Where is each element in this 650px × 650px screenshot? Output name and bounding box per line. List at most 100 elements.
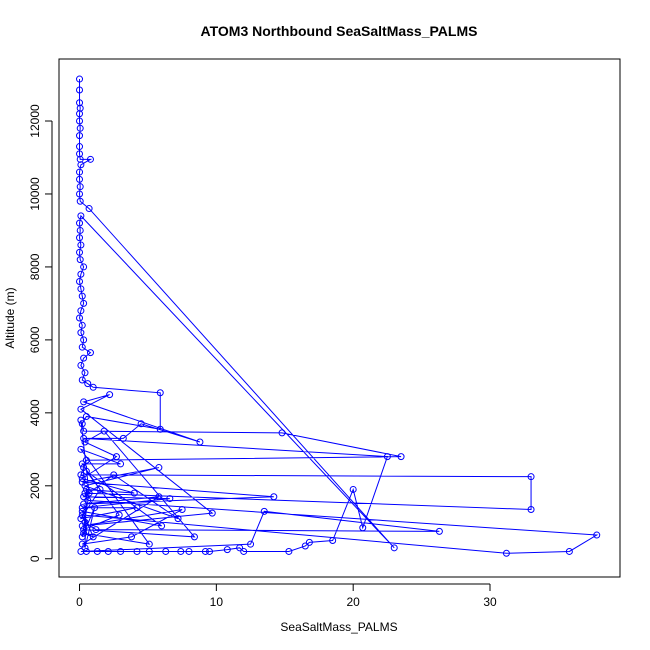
data-point — [435, 527, 443, 535]
data-point — [81, 489, 89, 497]
data-point — [270, 493, 278, 501]
data-point — [80, 263, 88, 271]
data-point — [76, 190, 84, 198]
data-point — [174, 515, 182, 523]
data-point — [80, 526, 88, 534]
data-point — [104, 547, 112, 555]
data-point — [81, 438, 89, 446]
data-point — [80, 529, 88, 537]
data-point — [119, 434, 127, 442]
data-point — [593, 531, 601, 539]
data-point — [76, 278, 84, 286]
data-point — [158, 522, 166, 530]
data-point — [115, 511, 123, 519]
data-point — [155, 464, 163, 472]
data-point — [383, 453, 391, 461]
data-point — [77, 241, 85, 249]
data-point — [390, 544, 398, 552]
data-point — [106, 391, 114, 399]
data-point — [155, 493, 163, 501]
data-point — [81, 544, 89, 552]
data-point — [92, 526, 100, 534]
data-point — [91, 504, 99, 512]
data-point — [76, 183, 84, 191]
data-point — [77, 161, 85, 169]
data-point — [301, 542, 309, 550]
data-point — [77, 270, 85, 278]
data-point — [349, 485, 357, 493]
data-point — [89, 533, 97, 541]
data-point — [128, 533, 136, 541]
data-point — [77, 416, 85, 424]
data-point — [80, 354, 88, 362]
data-point — [77, 329, 85, 337]
data-point — [178, 506, 186, 514]
data-point — [84, 496, 92, 504]
x-tick-label: 30 — [483, 595, 497, 609]
data-point — [565, 547, 573, 555]
data-point — [76, 75, 84, 83]
x-axis: 0 10 20 30 — [76, 583, 497, 609]
data-point — [359, 524, 367, 532]
data-point — [93, 547, 101, 555]
data-point — [240, 547, 248, 555]
data-point — [78, 507, 86, 515]
x-tick-label: 10 — [210, 595, 224, 609]
data-point — [260, 507, 268, 515]
data-point — [76, 117, 84, 125]
data-point — [78, 321, 86, 329]
y-axis: 0 2000 4000 6000 8000 10000 12000 — [28, 104, 53, 562]
data-point — [206, 547, 214, 555]
data-point — [78, 504, 86, 512]
data-point — [278, 429, 286, 437]
data-point — [77, 445, 85, 453]
data-point — [77, 307, 85, 315]
data-point — [78, 292, 86, 300]
data-point — [76, 197, 84, 205]
data-point — [78, 522, 86, 530]
series-layer — [76, 75, 601, 557]
data-point — [78, 460, 86, 468]
data-point — [84, 380, 92, 388]
data-point — [76, 219, 84, 227]
data-point — [77, 547, 85, 555]
data-point — [190, 533, 198, 541]
data-point — [82, 467, 90, 475]
y-tick-label: 0 — [28, 555, 42, 562]
data-point — [156, 389, 164, 397]
chart-title: ATOM3 Northbound SeaSaltMass_PALMS — [201, 23, 478, 39]
data-point — [85, 205, 93, 213]
data-point — [502, 549, 510, 557]
data-point — [76, 248, 84, 256]
data-point — [100, 427, 108, 435]
data-point — [285, 547, 293, 555]
data-point — [76, 175, 84, 183]
data-point — [305, 538, 313, 546]
data-point — [78, 420, 86, 428]
y-tick-label: 8000 — [28, 253, 42, 280]
data-point — [208, 509, 216, 517]
data-point — [196, 438, 204, 446]
data-point — [76, 234, 84, 242]
y-tick-label: 6000 — [28, 326, 42, 353]
data-point — [76, 314, 84, 322]
data-point — [201, 547, 209, 555]
data-point — [77, 405, 85, 413]
data-point — [76, 86, 84, 94]
series-line — [79, 79, 599, 554]
data-point — [76, 226, 84, 234]
data-point — [156, 425, 164, 433]
data-point — [80, 336, 88, 344]
y-tick-label: 2000 — [28, 472, 42, 499]
data-point — [166, 495, 174, 503]
data-point — [185, 547, 193, 555]
data-point — [78, 533, 86, 541]
data-point — [80, 427, 88, 435]
data-point — [527, 473, 535, 481]
data-point — [112, 453, 120, 461]
data-point — [82, 456, 90, 464]
data-point — [80, 493, 88, 501]
data-point — [85, 489, 93, 497]
x-tick-label: 20 — [347, 595, 361, 609]
data-point — [133, 547, 141, 555]
